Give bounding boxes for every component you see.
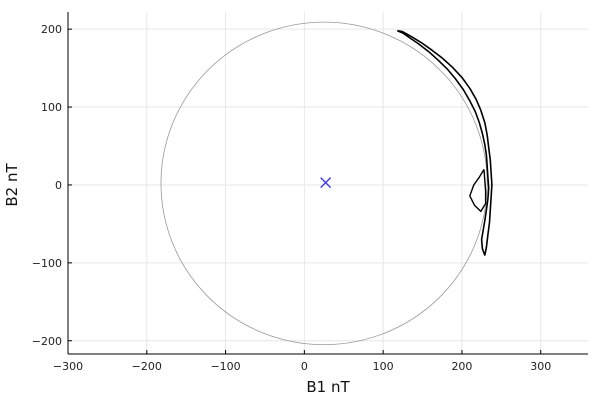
center-marker-stroke [320,177,332,189]
x-tick-label: −300 [53,360,83,373]
y-tick-label: −200 [32,335,62,348]
x-axis-label: B1 nT [306,378,350,396]
field-trace [396,29,493,256]
x-tick-label: 0 [301,360,308,373]
ticks: −300 −200 −100 0 100 200 300 −200 −100 0 100 200 [32,23,551,373]
center-marker [320,177,332,189]
reference-circle [160,21,488,346]
y-tick-label: 100 [41,101,62,114]
y-tick-label: −100 [32,257,62,270]
y-axis-label: B2 nT [3,163,21,207]
x-tick-label: 100 [373,360,394,373]
x-tick-label: 200 [451,360,472,373]
y-tick-label: 200 [41,23,62,36]
x-tick-label: −100 [210,360,240,373]
y-tick-label: 0 [55,179,62,192]
marks [160,21,493,346]
grid [67,12,588,354]
x-tick-label: 300 [530,360,551,373]
field-trace-loop [469,169,487,213]
x-tick-label: −200 [132,360,162,373]
axes [67,12,588,355]
